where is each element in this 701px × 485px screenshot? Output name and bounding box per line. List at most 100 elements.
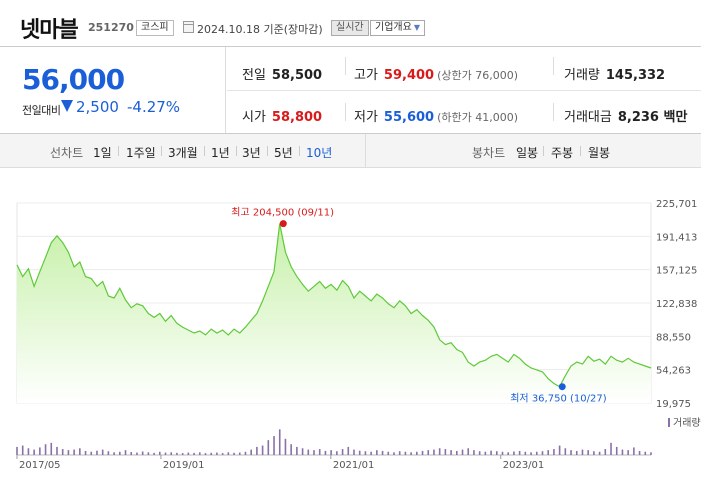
volume-bar [410, 452, 412, 455]
volume-bar [198, 452, 201, 455]
tab-1w[interactable]: 1주일 [126, 146, 156, 160]
volume-bar [393, 452, 395, 455]
tab-weekly[interactable]: 주봉 [551, 146, 574, 160]
change-rate: -4.27% [127, 98, 181, 116]
tab-monthly[interactable]: 월봉 [588, 146, 611, 160]
volume-bar [50, 442, 53, 455]
volume-bar [341, 449, 344, 455]
volume-bar [221, 453, 224, 455]
low-value: 55,600 [383, 110, 435, 125]
tab-1d[interactable]: 1일 [93, 146, 112, 160]
volume-bar [416, 451, 418, 455]
price-chart[interactable]: 225,701 191,413 157,125 122,838 88,550 54,263… [0, 190, 701, 485]
prev-close-label: 전일 [242, 68, 266, 83]
stock-header: 넷마블 251270 코스피 2024.10.18 기준(장마감) 실시간 기업… [0, 0, 701, 46]
volume-bar [39, 447, 41, 455]
tab-3y[interactable]: 3년 [242, 146, 261, 160]
tab-1y[interactable]: 1년 [211, 146, 230, 160]
divider [553, 57, 554, 75]
volume-bar [256, 446, 258, 455]
volume-bar [387, 451, 390, 455]
tab-5y[interactable]: 5년 [274, 146, 293, 160]
price-chart-svg: 225,701 191,413 157,125 122,838 88,550 54,263… [16, 199, 701, 471]
open-value: 58,800 [271, 110, 323, 125]
volume-cell: 거래량 145,332 [564, 64, 665, 83]
volume-bar [456, 450, 458, 455]
change-value: 2,500 [76, 98, 119, 116]
down-arrow-icon [61, 100, 73, 112]
volume-bar [84, 450, 87, 455]
lower-limit: (하한가 41,000) [437, 111, 519, 124]
volume-bar [284, 438, 287, 455]
tab-divider [118, 146, 119, 156]
volume-bar [558, 445, 561, 455]
volume-bar [593, 451, 595, 455]
y-tick-label: 19,975 [656, 399, 691, 410]
stock-name: 넷마블 [20, 18, 79, 43]
volume-bar [530, 452, 532, 455]
volume-bar [16, 446, 18, 455]
volume-bar [541, 451, 544, 455]
volume-bar [627, 450, 629, 455]
realtime-button[interactable]: 실시간 [331, 20, 369, 36]
volume-bar [581, 449, 584, 455]
volume-bar [427, 450, 430, 455]
volume-bar [238, 452, 241, 455]
y-tick-label: 122,838 [656, 299, 697, 310]
x-tick-label: 2019/01 [163, 460, 205, 471]
tab-daily[interactable]: 일봉 [516, 146, 539, 160]
volume-bar [444, 449, 447, 455]
volume-bar [158, 451, 161, 455]
volume-bar [438, 448, 441, 455]
volume-bar [587, 450, 589, 455]
volume-bar [501, 451, 504, 455]
max-point-marker [279, 220, 287, 228]
volume-bar [376, 450, 378, 455]
tabs-divider [365, 134, 366, 168]
volume-bar [575, 450, 578, 455]
volume-bar [261, 445, 264, 455]
volume-bar [113, 452, 115, 455]
price-area [17, 223, 651, 403]
amount-value: 8,236 백만 [617, 110, 688, 125]
volume-bar [61, 449, 64, 455]
volume-bar [370, 451, 372, 455]
price-summary: 56,000 전일대비 2,500 -4.27% 전일 58,500 고가 59,4… [0, 46, 701, 134]
volume-bar [353, 449, 355, 455]
base-date: 2024.10.18 기준(장마감) [197, 23, 323, 36]
low-cell: 저가 55,600 (하한가 41,000) [354, 106, 518, 125]
volume-bar [336, 451, 338, 455]
divider [345, 103, 346, 121]
candle-chart-label: 봉차트 [472, 146, 506, 160]
tab-divider [204, 146, 205, 156]
tab-10y[interactable]: 10년 [306, 146, 333, 160]
volume-bar [478, 451, 481, 455]
volume-bar [147, 452, 150, 455]
volume-bar [358, 450, 361, 455]
volume-bar [170, 452, 173, 455]
y-tick-label: 225,701 [656, 199, 697, 210]
volume-bar [119, 451, 121, 455]
company-overview-label: 기업개요 [375, 22, 412, 33]
volume-label: 거래량 [564, 68, 600, 83]
upper-limit: (상한가 76,000) [437, 69, 519, 82]
caret-down-icon: ▼ [413, 23, 420, 32]
min-point-marker [558, 383, 566, 391]
y-tick-label: 191,413 [656, 232, 697, 243]
volume-bar [79, 448, 81, 455]
divider [553, 103, 554, 121]
volume-bar [56, 446, 58, 455]
volume-legend-mark [668, 418, 670, 427]
y-tick-label: 54,263 [656, 366, 691, 377]
volume-bar [598, 451, 601, 455]
volume-bar [250, 449, 252, 455]
annotations: 최고 204,500 (09/11) 최저 36,750 (10/27) [231, 207, 606, 405]
volume-bar [244, 451, 247, 455]
volume-bar [564, 448, 567, 455]
company-overview-button[interactable]: 기업개요 ▼ [370, 20, 425, 36]
volume-bar [621, 449, 624, 455]
volume-bar [313, 450, 315, 455]
tab-3m[interactable]: 3개월 [168, 146, 198, 160]
open-label: 시가 [242, 110, 266, 125]
volume-bar [404, 451, 407, 455]
